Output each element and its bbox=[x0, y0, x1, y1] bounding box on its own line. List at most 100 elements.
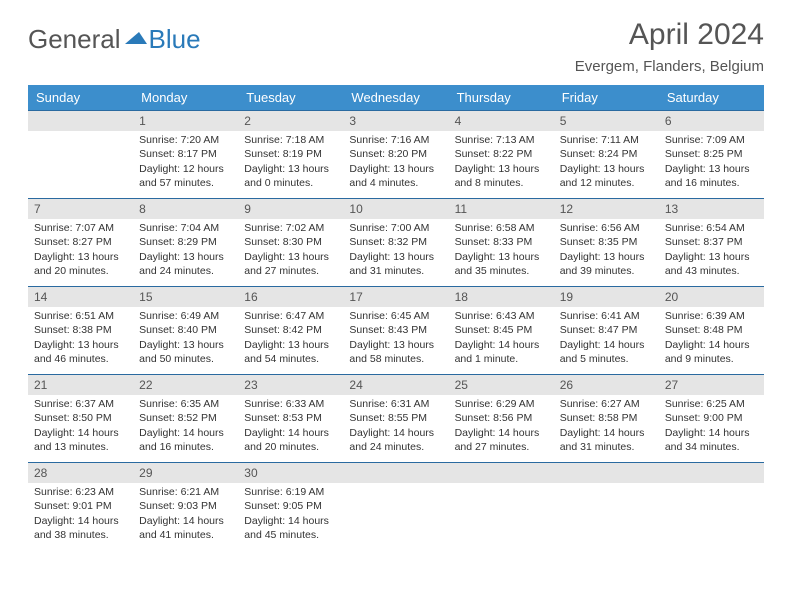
day-number-bar: 4 bbox=[449, 110, 554, 131]
sunset-text: Sunset: 8:35 PM bbox=[560, 235, 653, 249]
daylight-text: Daylight: 14 hours and 34 minutes. bbox=[665, 426, 758, 454]
day-details: Sunrise: 6:58 AMSunset: 8:33 PMDaylight:… bbox=[449, 219, 554, 282]
daylight-text: Daylight: 13 hours and 8 minutes. bbox=[455, 162, 548, 190]
brand-word1: General bbox=[28, 24, 121, 55]
sunrise-text: Sunrise: 6:56 AM bbox=[560, 221, 653, 235]
sunrise-text: Sunrise: 6:54 AM bbox=[665, 221, 758, 235]
sunset-text: Sunset: 9:01 PM bbox=[34, 499, 127, 513]
day-details: Sunrise: 7:07 AMSunset: 8:27 PMDaylight:… bbox=[28, 219, 133, 282]
sunrise-text: Sunrise: 6:27 AM bbox=[560, 397, 653, 411]
day-details: Sunrise: 6:45 AMSunset: 8:43 PMDaylight:… bbox=[343, 307, 448, 370]
daylight-text: Daylight: 14 hours and 24 minutes. bbox=[349, 426, 442, 454]
sunrise-text: Sunrise: 6:41 AM bbox=[560, 309, 653, 323]
daylight-text: Daylight: 13 hours and 58 minutes. bbox=[349, 338, 442, 366]
sunrise-text: Sunrise: 7:02 AM bbox=[244, 221, 337, 235]
day-number-bar: 18 bbox=[449, 286, 554, 307]
calendar-header-row: SundayMondayTuesdayWednesdayThursdayFrid… bbox=[28, 85, 764, 110]
day-details: Sunrise: 7:13 AMSunset: 8:22 PMDaylight:… bbox=[449, 131, 554, 194]
calendar-day-cell: 12Sunrise: 6:56 AMSunset: 8:35 PMDayligh… bbox=[554, 198, 659, 286]
calendar-day-cell: 4Sunrise: 7:13 AMSunset: 8:22 PMDaylight… bbox=[449, 110, 554, 198]
calendar-day-cell: 1Sunrise: 7:20 AMSunset: 8:17 PMDaylight… bbox=[133, 110, 238, 198]
day-details: Sunrise: 6:49 AMSunset: 8:40 PMDaylight:… bbox=[133, 307, 238, 370]
daylight-text: Daylight: 14 hours and 16 minutes. bbox=[139, 426, 232, 454]
calendar-day-cell: 26Sunrise: 6:27 AMSunset: 8:58 PMDayligh… bbox=[554, 374, 659, 462]
sunrise-text: Sunrise: 6:25 AM bbox=[665, 397, 758, 411]
sunrise-text: Sunrise: 6:45 AM bbox=[349, 309, 442, 323]
sunrise-text: Sunrise: 6:43 AM bbox=[455, 309, 548, 323]
sunrise-text: Sunrise: 6:23 AM bbox=[34, 485, 127, 499]
calendar-day-cell: 7Sunrise: 7:07 AMSunset: 8:27 PMDaylight… bbox=[28, 198, 133, 286]
daylight-text: Daylight: 13 hours and 31 minutes. bbox=[349, 250, 442, 278]
day-number-bar: 3 bbox=[343, 110, 448, 131]
sunset-text: Sunset: 8:47 PM bbox=[560, 323, 653, 337]
daylight-text: Daylight: 14 hours and 1 minute. bbox=[455, 338, 548, 366]
day-details: Sunrise: 6:37 AMSunset: 8:50 PMDaylight:… bbox=[28, 395, 133, 458]
daylight-text: Daylight: 13 hours and 54 minutes. bbox=[244, 338, 337, 366]
calendar-day-cell: 10Sunrise: 7:00 AMSunset: 8:32 PMDayligh… bbox=[343, 198, 448, 286]
sunrise-text: Sunrise: 7:07 AM bbox=[34, 221, 127, 235]
sunrise-text: Sunrise: 7:00 AM bbox=[349, 221, 442, 235]
calendar-day-cell: 22Sunrise: 6:35 AMSunset: 8:52 PMDayligh… bbox=[133, 374, 238, 462]
day-details: Sunrise: 6:43 AMSunset: 8:45 PMDaylight:… bbox=[449, 307, 554, 370]
day-number-bar: 19 bbox=[554, 286, 659, 307]
brand-word2: Blue bbox=[149, 24, 201, 55]
sunrise-text: Sunrise: 6:49 AM bbox=[139, 309, 232, 323]
sunrise-text: Sunrise: 6:29 AM bbox=[455, 397, 548, 411]
calendar-day-cell: 13Sunrise: 6:54 AMSunset: 8:37 PMDayligh… bbox=[659, 198, 764, 286]
sunset-text: Sunset: 8:17 PM bbox=[139, 147, 232, 161]
day-number-bar: 26 bbox=[554, 374, 659, 395]
day-details: Sunrise: 6:19 AMSunset: 9:05 PMDaylight:… bbox=[238, 483, 343, 546]
sunset-text: Sunset: 8:56 PM bbox=[455, 411, 548, 425]
calendar-day-cell: 21Sunrise: 6:37 AMSunset: 8:50 PMDayligh… bbox=[28, 374, 133, 462]
day-number-bar bbox=[659, 462, 764, 483]
sunrise-text: Sunrise: 6:21 AM bbox=[139, 485, 232, 499]
calendar-day-cell: 6Sunrise: 7:09 AMSunset: 8:25 PMDaylight… bbox=[659, 110, 764, 198]
day-details: Sunrise: 7:20 AMSunset: 8:17 PMDaylight:… bbox=[133, 131, 238, 194]
day-details: Sunrise: 6:39 AMSunset: 8:48 PMDaylight:… bbox=[659, 307, 764, 370]
daylight-text: Daylight: 14 hours and 45 minutes. bbox=[244, 514, 337, 542]
sunrise-text: Sunrise: 7:16 AM bbox=[349, 133, 442, 147]
sunrise-text: Sunrise: 6:51 AM bbox=[34, 309, 127, 323]
day-number-bar: 5 bbox=[554, 110, 659, 131]
calendar-day-cell: 30Sunrise: 6:19 AMSunset: 9:05 PMDayligh… bbox=[238, 462, 343, 550]
day-number-bar: 10 bbox=[343, 198, 448, 219]
weekday-header: Thursday bbox=[449, 85, 554, 110]
day-details: Sunrise: 6:54 AMSunset: 8:37 PMDaylight:… bbox=[659, 219, 764, 282]
calendar-day-cell: 19Sunrise: 6:41 AMSunset: 8:47 PMDayligh… bbox=[554, 286, 659, 374]
day-number-bar bbox=[554, 462, 659, 483]
day-number-bar: 12 bbox=[554, 198, 659, 219]
calendar-day-cell: 17Sunrise: 6:45 AMSunset: 8:43 PMDayligh… bbox=[343, 286, 448, 374]
day-number-bar: 13 bbox=[659, 198, 764, 219]
day-details: Sunrise: 6:25 AMSunset: 9:00 PMDaylight:… bbox=[659, 395, 764, 458]
sunset-text: Sunset: 8:29 PM bbox=[139, 235, 232, 249]
calendar-day-cell: 24Sunrise: 6:31 AMSunset: 8:55 PMDayligh… bbox=[343, 374, 448, 462]
sunset-text: Sunset: 8:20 PM bbox=[349, 147, 442, 161]
daylight-text: Daylight: 13 hours and 12 minutes. bbox=[560, 162, 653, 190]
header: General Blue April 2024 Evergem, Flander… bbox=[28, 18, 764, 75]
sunset-text: Sunset: 9:00 PM bbox=[665, 411, 758, 425]
day-number-bar: 14 bbox=[28, 286, 133, 307]
calendar-day-cell: 9Sunrise: 7:02 AMSunset: 8:30 PMDaylight… bbox=[238, 198, 343, 286]
day-number-bar: 20 bbox=[659, 286, 764, 307]
daylight-text: Daylight: 13 hours and 50 minutes. bbox=[139, 338, 232, 366]
page-title: April 2024 bbox=[575, 18, 764, 52]
day-details: Sunrise: 6:21 AMSunset: 9:03 PMDaylight:… bbox=[133, 483, 238, 546]
calendar-empty-cell bbox=[449, 462, 554, 550]
sunrise-text: Sunrise: 6:31 AM bbox=[349, 397, 442, 411]
brand-mark-icon bbox=[125, 30, 147, 53]
day-details: Sunrise: 7:02 AMSunset: 8:30 PMDaylight:… bbox=[238, 219, 343, 282]
day-details: Sunrise: 6:31 AMSunset: 8:55 PMDaylight:… bbox=[343, 395, 448, 458]
day-number-bar bbox=[343, 462, 448, 483]
sunset-text: Sunset: 8:43 PM bbox=[349, 323, 442, 337]
sunrise-text: Sunrise: 6:35 AM bbox=[139, 397, 232, 411]
calendar-table: SundayMondayTuesdayWednesdayThursdayFrid… bbox=[28, 85, 764, 550]
weekday-header: Saturday bbox=[659, 85, 764, 110]
sunset-text: Sunset: 8:25 PM bbox=[665, 147, 758, 161]
daylight-text: Daylight: 14 hours and 13 minutes. bbox=[34, 426, 127, 454]
day-details: Sunrise: 6:23 AMSunset: 9:01 PMDaylight:… bbox=[28, 483, 133, 546]
calendar-week-row: 28Sunrise: 6:23 AMSunset: 9:01 PMDayligh… bbox=[28, 462, 764, 550]
day-number-bar: 7 bbox=[28, 198, 133, 219]
daylight-text: Daylight: 13 hours and 35 minutes. bbox=[455, 250, 548, 278]
day-number-bar: 23 bbox=[238, 374, 343, 395]
sunset-text: Sunset: 8:58 PM bbox=[560, 411, 653, 425]
